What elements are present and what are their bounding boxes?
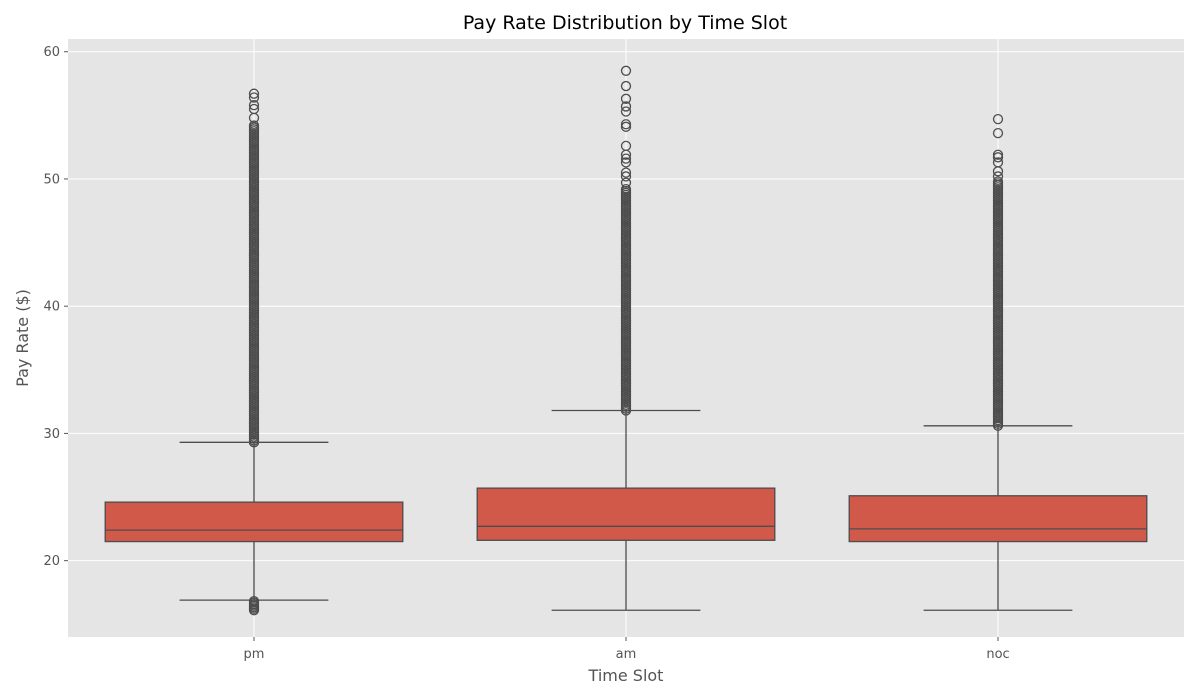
outlier-point [620,157,632,168]
iqr-box [476,487,776,541]
outlier-point [248,103,260,115]
y-tick-label: 20 [43,554,60,569]
outlier-point [992,171,1004,182]
x-tick-label: pm [244,647,265,662]
x-axis-label: Time Slot [588,666,664,685]
outlier-point [992,114,1004,125]
iqr-box [104,501,404,543]
chart-title: Pay Rate Distribution by Time Slot [463,12,787,34]
boxes-group [104,65,1148,616]
y-tick-label: 40 [43,300,60,315]
outlier-point [620,101,632,112]
outlier-point [620,119,632,130]
outlier-point [620,140,632,152]
outlier-point [620,65,632,76]
iqr-box [848,495,1148,543]
x-tick-label: noc [986,647,1009,662]
x-tick-label: am [616,647,637,662]
outlier-point [992,152,1004,163]
y-axis-ticks: 20 30 40 50 60 [43,45,68,569]
box-am [476,65,776,611]
outlier-point [248,595,260,607]
outlier-point [248,92,260,103]
outlier-point [620,80,632,92]
outlier-point [620,171,632,182]
outlier-point [248,88,260,99]
outlier-point [620,93,632,104]
box-noc [848,114,1148,611]
outlier-point [620,121,632,132]
x-axis-ticks: pm am noc [244,637,1010,662]
outlier-point [248,100,260,111]
outlier-point [992,149,1004,160]
outlier-point [248,120,260,131]
outlier-point [992,128,1004,139]
outlier-point [992,157,1004,168]
outlier-point [620,106,632,117]
outlier-point [620,167,632,178]
y-tick-label: 30 [43,427,60,442]
outlier-point [620,183,632,195]
outlier-point [620,153,632,164]
outlier-point [992,176,1004,187]
y-axis-label: Pay Rate ($) [13,289,32,387]
outlier-point [620,177,632,188]
y-tick-label: 50 [43,172,60,187]
y-tick-label: 60 [43,45,60,60]
box-pm [104,88,404,616]
